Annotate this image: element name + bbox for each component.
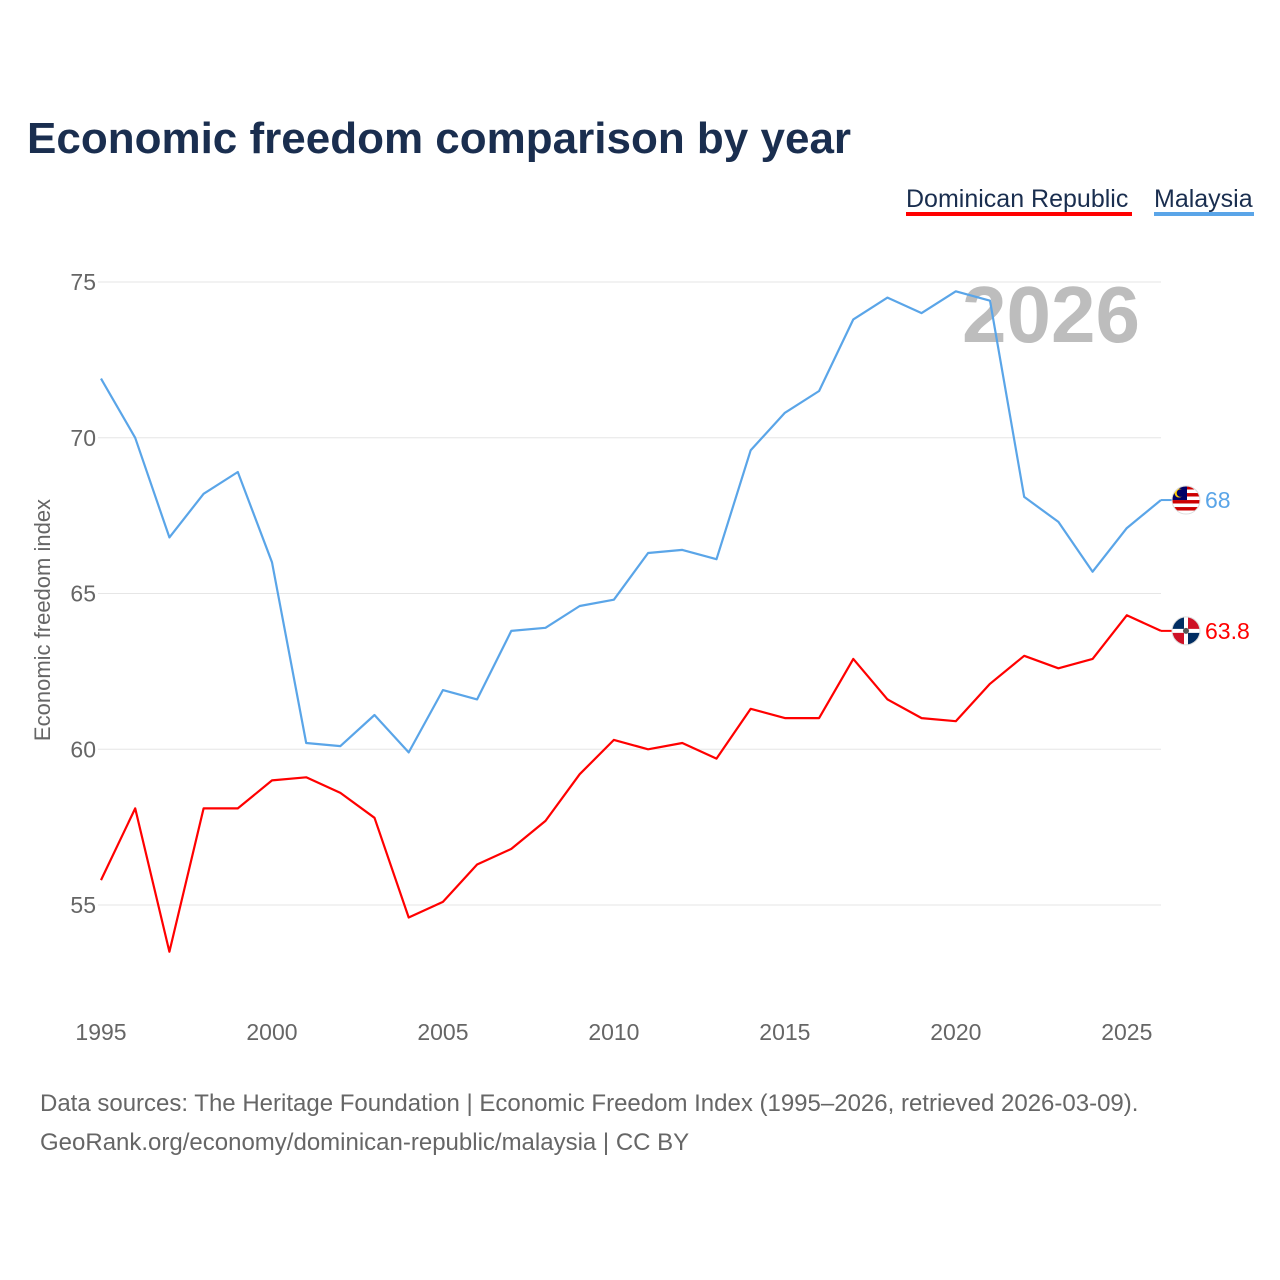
x-tick-label: 2020 [930,1019,981,1045]
legend-label: Malaysia [1154,185,1253,213]
y-tick-label: 75 [70,269,96,295]
legend-swatch [906,212,1132,216]
flag-q4 [1188,632,1200,645]
flag-crescent-cut [1176,489,1185,497]
y-tick-label: 55 [70,892,96,918]
legend-label: Dominican Republic [906,185,1128,213]
flag-q1 [1172,616,1184,629]
y-tick-label: 60 [70,736,96,762]
footer-attribution: GeoRank.org/economy/dominican-republic/m… [40,1129,689,1156]
series-line-malaysia [100,290,1162,754]
y-axis-label: Economic freedom index [30,499,55,741]
x-tick-label: 2000 [246,1019,297,1045]
x-tick-label: 2005 [417,1019,468,1045]
flag-stripe [1172,507,1200,511]
x-tick-label: 2025 [1101,1019,1152,1045]
flag-stripe [1172,500,1200,504]
y-tick-label: 70 [70,425,96,451]
flag-stripe [1172,503,1200,508]
malaysia-flag-icon [1171,485,1201,515]
x-tick-label: 1995 [75,1019,126,1045]
flag-q2 [1188,616,1200,629]
flag-stripe [1172,510,1200,515]
flag-border [1171,616,1201,646]
flag-q3 [1172,632,1184,645]
legend: Dominican Republic Malaysia [906,185,1254,216]
footer-sources: Data sources: The Heritage Foundation | … [40,1090,1138,1117]
legend-swatch [1154,212,1254,216]
chart-title: Economic freedom comparison by year [27,114,851,163]
end-value-label: 68 [1205,487,1231,513]
flag-emblem [1183,627,1189,634]
dominican-republic-flag-icon [1171,616,1201,646]
year-watermark: 2026 [962,270,1140,359]
x-tick-label: 2015 [759,1019,810,1045]
y-tick-label: 65 [70,581,96,607]
end-value-label: 63.8 [1205,618,1250,644]
x-tick-label: 2010 [588,1019,639,1045]
grid: 55 60 65 70 75 1995 2000 2005 2010 2015 2020 2025 [70,269,1161,1045]
flag-border [1171,485,1201,515]
series-group: 63.8 68 [100,290,1250,953]
series-line-dominican-republic [100,614,1162,953]
